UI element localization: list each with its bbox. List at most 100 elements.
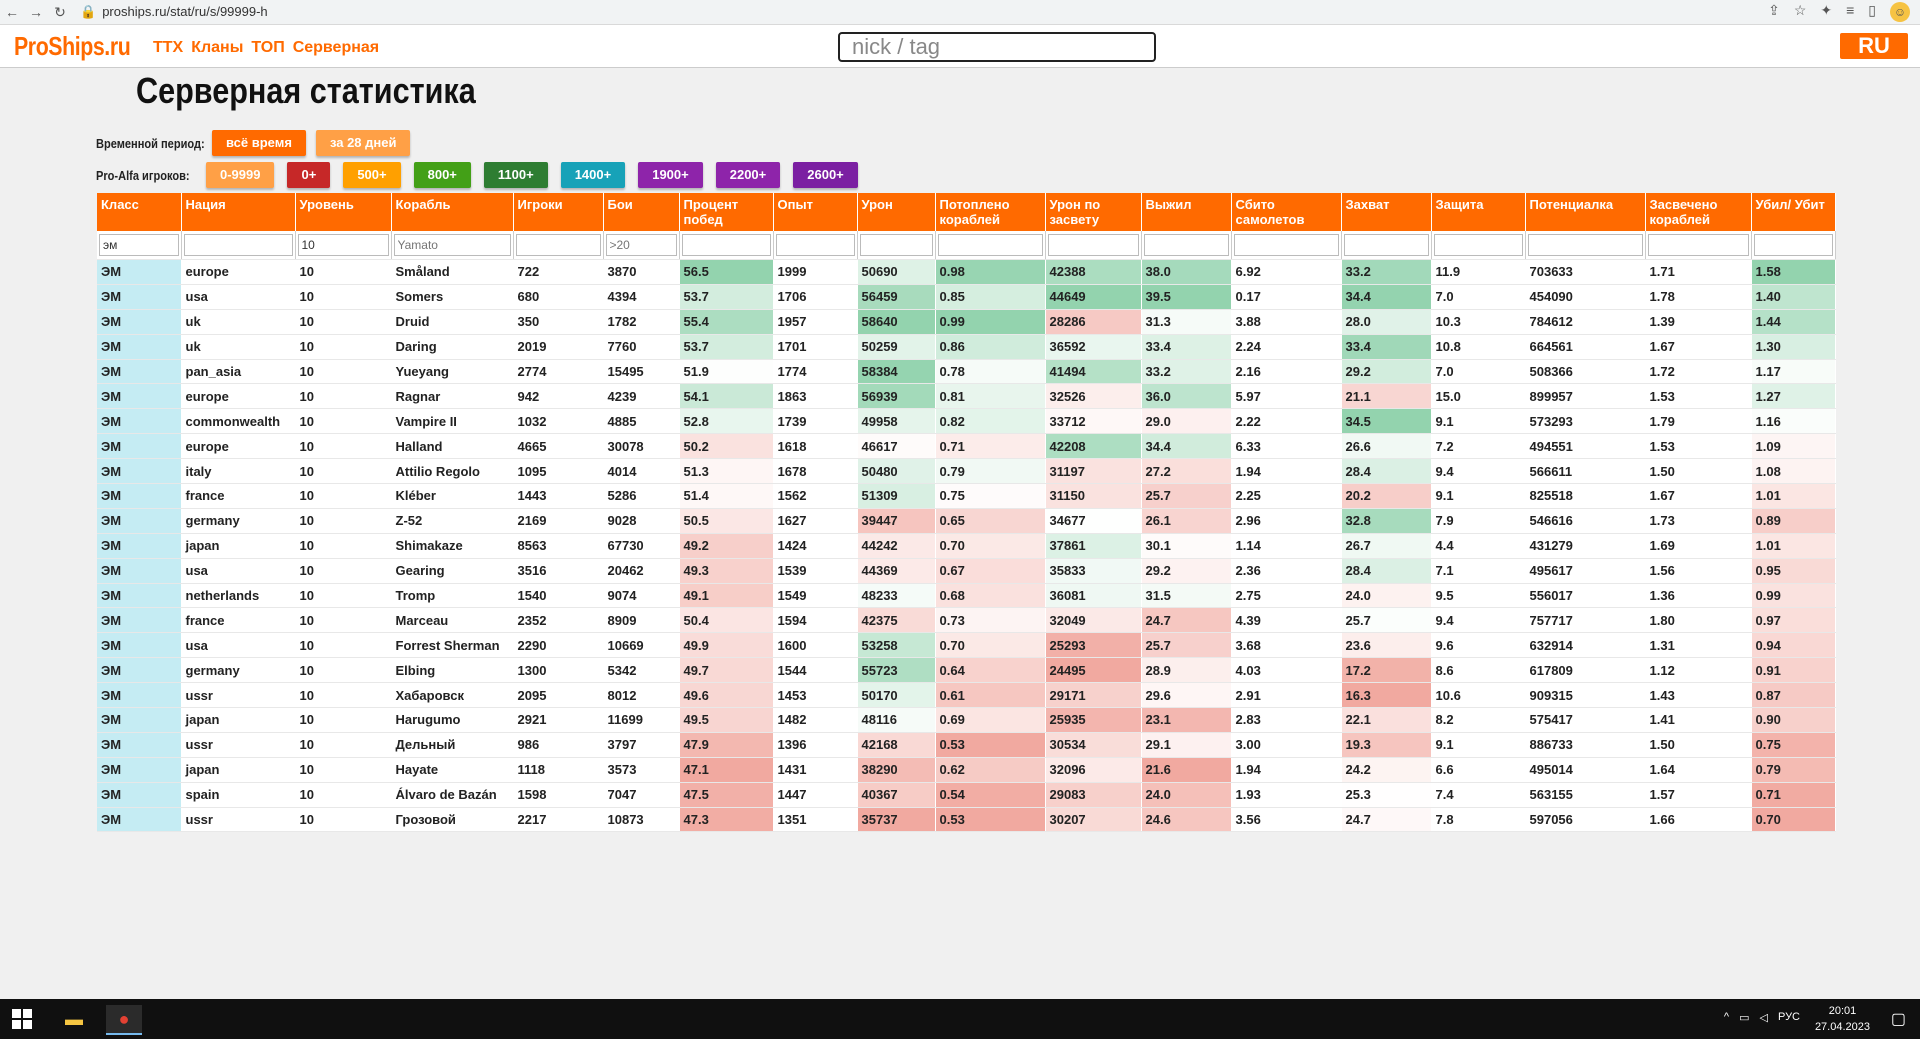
column-filter-input[interactable]	[1143, 234, 1229, 256]
table-cell: 7.2	[1431, 433, 1526, 460]
media-icon[interactable]: ≡	[1846, 2, 1855, 18]
column-filter-input[interactable]	[1047, 234, 1139, 256]
pa-option[interactable]: 1900+	[638, 162, 703, 188]
column-header[interactable]: Захват	[1341, 193, 1432, 231]
column-header[interactable]: Корабль	[391, 193, 514, 231]
table-row[interactable]: ЭМ pan_asia 10 Yueyang 2774 15495 51.9 1774 5838…	[97, 359, 1836, 385]
pa-option[interactable]: 0-9999	[206, 162, 275, 188]
column-header[interactable]: Убил/ Убит	[1751, 193, 1836, 231]
column-filter-input[interactable]	[183, 234, 293, 256]
pa-option[interactable]: 800+	[413, 162, 471, 188]
input-lang[interactable]: РУС	[1777, 1011, 1800, 1023]
column-header[interactable]: Урон по засвету	[1045, 193, 1142, 231]
column-filter-input[interactable]	[937, 234, 1043, 256]
column-header[interactable]: Процент побед	[679, 193, 774, 231]
reload-icon[interactable]: ↻	[54, 3, 66, 20]
nav-server[interactable]: Серверная	[292, 39, 380, 56]
column-header[interactable]: Потенциалка	[1525, 193, 1646, 231]
column-filter-input[interactable]	[1753, 234, 1833, 256]
table-row[interactable]: ЭМ germany 10 Elbing 1300 5342 49.7 1544 55723 0.…	[97, 657, 1836, 684]
table-row[interactable]: ЭМ netherlands 10 Tromp 1540 9074 49.1 1549 4823…	[97, 583, 1836, 609]
column-header[interactable]: Класс	[97, 193, 182, 231]
extensions-icon[interactable]: ✦	[1820, 2, 1833, 18]
period-option[interactable]: всё время	[212, 130, 306, 156]
column-header[interactable]: Опыт	[773, 193, 858, 231]
language-button[interactable]: RU	[1840, 33, 1908, 59]
sidepanel-icon[interactable]: ▯	[1868, 2, 1876, 18]
column-header[interactable]: Нация	[181, 193, 296, 231]
column-header[interactable]: Сбито самолетов	[1231, 193, 1342, 231]
share-icon[interactable]: ⇪	[1768, 2, 1780, 18]
table-row[interactable]: ЭМ europe 10 Småland 722 3870 56.5 1999 50690 0.9…	[97, 259, 1836, 285]
search-input[interactable]: nick / tag	[838, 32, 1156, 62]
period-option[interactable]: за 28 дней	[315, 130, 411, 156]
table-row[interactable]: ЭМ usa 10 Gearing 3516 20462 49.3 1539 44369 0.67…	[97, 558, 1836, 584]
column-header[interactable]: Защита	[1431, 193, 1526, 231]
table-row[interactable]: ЭМ france 10 Kléber 1443 5286 51.4 1562 51309 0.7…	[97, 483, 1836, 509]
table-row[interactable]: ЭМ ussr 10 Дельный 986 3797 47.9 1396 42168 0.53 3…	[97, 732, 1836, 758]
table-row[interactable]: ЭМ germany 10 Z-52 2169 9028 50.5 1627 39447 0.65…	[97, 508, 1836, 534]
table-row[interactable]: ЭМ uk 10 Daring 2019 7760 53.7 1701 50259 0.86 365…	[97, 334, 1836, 360]
pa-option[interactable]: 2200+	[715, 162, 781, 188]
pa-option[interactable]: 1400+	[560, 162, 626, 188]
nav-clans[interactable]: Кланы	[191, 39, 244, 56]
column-filter-input[interactable]	[681, 234, 771, 256]
chrome-icon[interactable]: ●	[106, 1005, 142, 1035]
nav-ttx[interactable]: ТТХ	[153, 39, 184, 56]
star-icon[interactable]: ☆	[1793, 2, 1807, 18]
address-bar[interactable]: 🔒 proships.ru/stat/ru/s/99999-h	[80, 2, 268, 22]
column-filter-input[interactable]	[1233, 234, 1339, 256]
table-row[interactable]: ЭМ ussr 10 Грозовой 2217 10873 47.3 1351 35737 0.…	[97, 807, 1836, 833]
table-row[interactable]: ЭМ usa 10 Forrest Sherman 2290 10669 49.9 1600 5…	[97, 632, 1836, 659]
profile-avatar-icon[interactable]: ☺	[1890, 2, 1910, 22]
column-header[interactable]: Урон	[857, 193, 936, 231]
pa-option[interactable]: 1100+	[483, 162, 548, 188]
column-header[interactable]: Уровень	[295, 193, 392, 231]
column-filter-input[interactable]	[515, 234, 601, 256]
table-row[interactable]: ЭМ france 10 Marceau 2352 8909 50.4 1594 42375 0.…	[97, 607, 1836, 634]
site-logo[interactable]: ProShips.ru	[14, 31, 131, 61]
table-row[interactable]: ЭМ japan 10 Shimakaze 8563 67730 49.2 1424 44242…	[97, 533, 1836, 559]
clock[interactable]: 20:01 27.04.2023	[1815, 1003, 1870, 1035]
column-header[interactable]: Выжил	[1141, 193, 1232, 231]
column-header[interactable]: Бои	[603, 193, 680, 231]
pa-option[interactable]: 2600+	[793, 162, 858, 188]
column-filter-input[interactable]	[1433, 234, 1523, 256]
tray-chevron-icon[interactable]: ^	[1723, 1011, 1730, 1023]
forward-icon[interactable]: →	[29, 4, 43, 20]
column-filter-input[interactable]	[1647, 234, 1749, 256]
table-row[interactable]: ЭМ italy 10 Attilio Regolo 1095 4014 51.3 1678 5…	[97, 458, 1836, 485]
table-row[interactable]: ЭМ japan 10 Harugumo 2921 11699 49.5 1482 48116 0…	[97, 707, 1836, 733]
table-cell: ЭМ	[97, 682, 182, 709]
table-row[interactable]: ЭМ uk 10 Druid 350 1782 55.4 1957 58640 0.99 28286…	[97, 309, 1836, 335]
column-filter-input[interactable]	[1343, 234, 1429, 256]
table-row[interactable]: ЭМ europe 10 Halland 4665 30078 50.2 1618 46617 0…	[97, 433, 1836, 460]
column-filter-input[interactable]	[393, 234, 511, 256]
column-filter-input[interactable]	[297, 234, 389, 256]
column-filter-input[interactable]	[1527, 234, 1643, 256]
table-row[interactable]: ЭМ europe 10 Ragnar 942 4239 54.1 1863 56939 0.81…	[97, 383, 1836, 410]
nav-top[interactable]: ТОП	[251, 39, 285, 56]
table-row[interactable]: ЭМ commonwealth 10 Vampire II 1032 4885 52.8 17…	[97, 408, 1836, 435]
network-icon[interactable]: ▭	[1739, 1012, 1750, 1024]
back-icon[interactable]: ←	[5, 4, 19, 20]
column-header[interactable]: Засвечено кораблей	[1645, 193, 1752, 231]
volume-icon[interactable]: ◁	[1759, 1012, 1768, 1024]
column-filter-input[interactable]	[775, 234, 855, 256]
pa-option[interactable]: 0+	[287, 162, 331, 188]
column-filter-input[interactable]	[859, 234, 933, 256]
table-cell: 10	[295, 433, 392, 460]
table-row[interactable]: ЭМ spain 10 Álvaro de Bazán 1598 7047 47.5 1447…	[97, 782, 1836, 808]
table-cell: 1118	[513, 757, 604, 783]
pa-option[interactable]: 500+	[343, 162, 401, 188]
column-filter-input[interactable]	[99, 234, 179, 256]
windows-start-icon[interactable]	[12, 1009, 32, 1029]
file-explorer-icon[interactable]: ▬	[65, 1009, 83, 1029]
notifications-icon[interactable]: ▢	[1890, 1011, 1906, 1028]
column-header[interactable]: Потоплено кораблей	[935, 193, 1046, 231]
table-row[interactable]: ЭМ japan 10 Hayate 1118 3573 47.1 1431 38290 0.62…	[97, 757, 1836, 783]
column-filter-input[interactable]	[605, 234, 677, 256]
column-header[interactable]: Игроки	[513, 193, 604, 231]
table-row[interactable]: ЭМ ussr 10 Хабаровск 2095 8012 49.6 1453 50170 0.…	[97, 682, 1836, 709]
table-row[interactable]: ЭМ usa 10 Somers 680 4394 53.7 1706 56459 0.85 446…	[97, 284, 1836, 310]
